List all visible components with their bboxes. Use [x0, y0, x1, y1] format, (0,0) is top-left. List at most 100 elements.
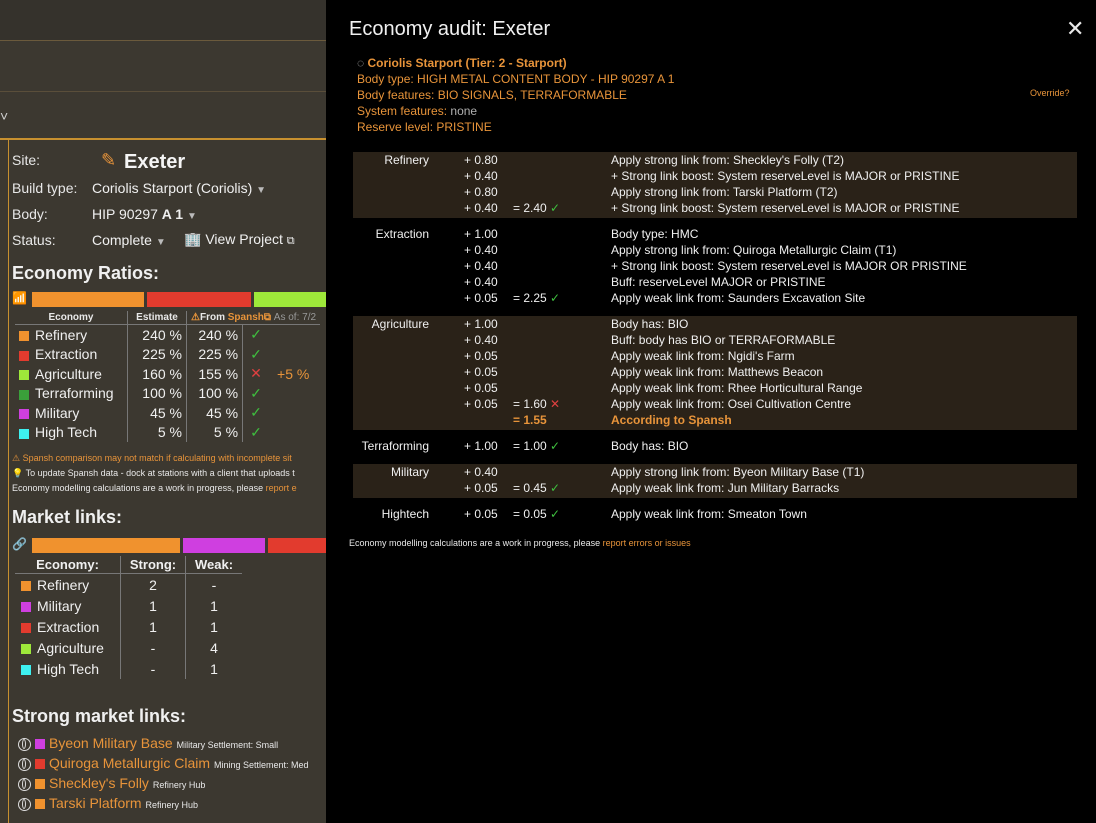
audit-total-value: = 0.05	[513, 507, 547, 521]
color-swatch	[21, 580, 31, 591]
chevron-down-icon[interactable]: ˅	[0, 108, 9, 124]
audit-delta: + 0.80	[464, 153, 498, 167]
weak-count: -	[185, 573, 242, 595]
audit-group: Refinery + 0.80 Apply strong link from: Sh…	[353, 152, 1077, 218]
color-swatch	[21, 601, 31, 612]
status-value: Complete	[92, 232, 152, 248]
check-icon: ✓	[242, 324, 270, 345]
body-features: Body features: BIO SIGNALS, TERRAFORMABL…	[357, 88, 627, 102]
audit-description: According to Spansh	[611, 413, 732, 427]
station-name: Coriolis Starport (Tier: 2 - Starport)	[367, 56, 567, 70]
audit-economy: Military	[391, 465, 429, 479]
eco-name-cell: Terraforming	[15, 384, 128, 404]
station-type: Refinery Hub	[152, 780, 206, 790]
col-economy: Economy	[15, 311, 128, 325]
ratio-bar-agriculture	[254, 292, 326, 307]
audit-delta: + 0.40	[464, 201, 498, 215]
diff-value	[269, 345, 320, 365]
audit-row: = 1.55 According to Spansh	[353, 413, 1077, 429]
color-swatch	[19, 370, 29, 381]
estimate-value: 100 %	[127, 383, 187, 403]
audit-row: + 0.40 + Strong link boost: System reserv…	[353, 259, 1077, 275]
audit-description: Apply weak link from: Osei Cultivation C…	[611, 397, 852, 411]
station-link[interactable]: Byeon Military Base	[49, 735, 173, 751]
override-link[interactable]: Override?	[1030, 88, 1070, 98]
top-bar	[0, 0, 326, 41]
diff-value: +5 %	[277, 365, 310, 382]
audit-economy: Agriculture	[371, 317, 429, 331]
audit-economy: Extraction	[375, 227, 429, 241]
table-row: High Tech 5 % 5 % ✓	[15, 422, 320, 442]
station-link[interactable]: Sheckley's Folly	[49, 775, 149, 791]
ratio-bar-refinery	[32, 292, 144, 307]
audit-total: = 2.25 ✓	[513, 291, 560, 305]
ml-name: High Tech	[37, 660, 100, 677]
col-ml-economy: Economy:	[15, 556, 121, 574]
diff-value	[269, 403, 320, 423]
color-swatch	[19, 389, 29, 400]
list-item[interactable]: Quiroga Metallurgic Claim Mining Settlem…	[18, 755, 309, 771]
color-swatch	[35, 799, 45, 810]
audit-description: + Strong link boost: System reserveLevel…	[611, 169, 960, 183]
audit-description: Buff: body has BIO or TERRAFORMABLE	[611, 333, 836, 347]
audit-delta: + 1.00	[464, 227, 498, 241]
audit-total: = 0.05 ✓	[513, 507, 560, 521]
note-spansh-mismatch: ⚠ Spansh comparison may not match if cal…	[12, 453, 292, 464]
view-project-link[interactable]: 🏢 View Project ⧉	[184, 231, 295, 248]
ml-name-cell: Extraction	[15, 616, 121, 637]
check-icon: ✓	[550, 481, 561, 495]
pencil-icon[interactable]: ✎	[101, 150, 117, 170]
eco-name-cell: Extraction	[15, 345, 128, 365]
color-swatch	[35, 779, 45, 790]
audit-row: + 0.05 Apply weak link from: Ngidi's Farm	[353, 349, 1077, 365]
color-swatch	[19, 350, 29, 361]
audit-delta: + 0.05	[464, 349, 498, 363]
weak-count: 1	[185, 595, 242, 616]
table-row: Agriculture -4	[15, 637, 242, 658]
eco-name-cell: Agriculture	[15, 364, 128, 384]
spinner-icon: ◌	[357, 56, 365, 70]
audit-description: Apply weak link from: Matthews Beacon	[611, 365, 824, 379]
status-dropdown[interactable]: Complete ▼	[92, 232, 166, 248]
station-link[interactable]: Quiroga Metallurgic Claim	[49, 755, 211, 771]
section-bar	[0, 92, 326, 140]
audit-economy: Hightech	[381, 507, 429, 521]
ml-name: Military	[37, 597, 82, 614]
warning-icon: ⚠	[191, 312, 200, 323]
spansh-link[interactable]: Spansh	[227, 312, 264, 323]
strong-market-links-heading: Strong market links:	[12, 706, 187, 726]
audit-total: = 0.45 ✓	[513, 481, 560, 495]
audit-description: Apply weak link from: Ngidi's Farm	[611, 349, 795, 363]
globe-icon	[18, 797, 31, 811]
report-link[interactable]: report e	[265, 483, 297, 493]
globe-icon	[18, 777, 31, 791]
estimate-value: 240 %	[127, 324, 187, 345]
spansh-value: 5 %	[185, 422, 243, 442]
color-swatch	[21, 643, 31, 654]
col-estimate: Estimate	[127, 311, 187, 325]
station-link[interactable]: Tarski Platform	[49, 795, 142, 811]
col-ml-strong: Strong:	[120, 556, 186, 574]
audit-delta: + 0.40	[464, 465, 498, 479]
ratio-bar-extraction	[147, 292, 251, 307]
report-errors-link[interactable]: report errors or issues	[602, 538, 691, 548]
audit-description: Apply strong link from: Byeon Military B…	[611, 465, 865, 479]
audit-description: Apply weak link from: Saunders Excavatio…	[611, 291, 866, 305]
table-row: Agriculture 160 % 155 % ✕ +5 %	[15, 364, 320, 384]
ml-name-cell: High Tech	[15, 658, 121, 679]
body-dropdown[interactable]: HIP 90297 A 1 ▼	[92, 206, 197, 222]
color-swatch	[35, 739, 45, 750]
audit-total: = 1.55	[513, 413, 547, 427]
body-label: Body:	[12, 206, 48, 222]
list-item[interactable]: Byeon Military Base Military Settlement:…	[18, 735, 278, 751]
list-item[interactable]: Sheckley's Folly Refinery Hub	[18, 775, 205, 791]
list-item[interactable]: Tarski Platform Refinery Hub	[18, 795, 198, 811]
build-type-dropdown[interactable]: Coriolis Starport (Coriolis) ▼	[92, 180, 266, 196]
audit-description: Body type: HMC	[611, 227, 699, 241]
audit-row: + 0.05 = 0.45 ✓ Apply weak link from: Jun …	[353, 481, 1077, 497]
close-icon[interactable]: ✕	[1066, 16, 1085, 41]
check-icon: ✓	[550, 507, 561, 521]
audit-description: + Strong link boost: System reserveLevel…	[611, 259, 967, 273]
note-update-spansh: 💡 To update Spansh data - dock at statio…	[12, 468, 295, 479]
audit-description: Body has: BIO	[611, 439, 689, 453]
